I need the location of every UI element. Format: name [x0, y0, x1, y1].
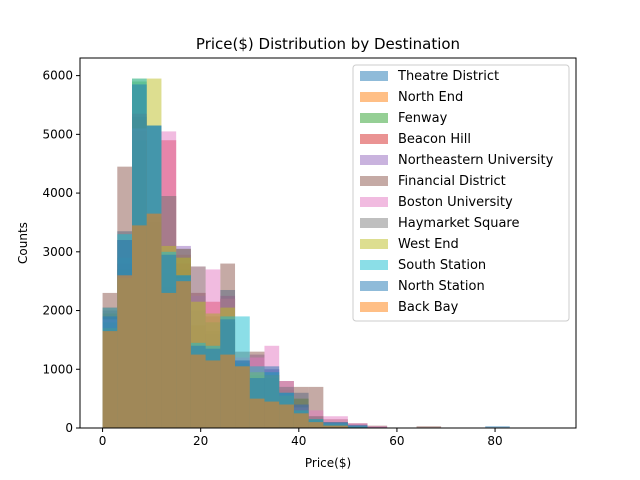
legend-label: Financial District	[398, 174, 506, 189]
histogram-bar	[102, 331, 118, 428]
legend-label: North End	[398, 90, 463, 105]
histogram-bar	[161, 292, 177, 428]
legend: Theatre District North End Fenway Beacon Hi…	[352, 64, 570, 322]
legend-label: South Station	[398, 258, 486, 273]
histogram-bar	[264, 401, 280, 428]
legend-swatch	[360, 197, 388, 207]
histogram-bar	[279, 404, 294, 428]
histogram-bar	[117, 275, 133, 428]
legend-swatch	[360, 218, 388, 228]
plot-frame	[79, 57, 577, 429]
legend-swatch	[360, 281, 388, 291]
legend-box	[352, 64, 570, 322]
legend-label: Boston University	[398, 195, 513, 210]
histogram-bar	[220, 354, 236, 428]
histogram-bar	[190, 354, 206, 428]
y-axis-ticks: 0 1000 2000 3000 4000 5000 6000	[42, 69, 80, 435]
y-tick-label: 5000	[42, 127, 73, 141]
y-tick-label: 1000	[42, 362, 73, 376]
histogram-bar	[416, 426, 442, 428]
histogram-bar	[323, 425, 348, 428]
legend-label: Beacon Hill	[398, 132, 471, 147]
y-tick-label: 4000	[42, 186, 73, 200]
histogram-bar	[176, 281, 191, 428]
histogram-bar	[205, 360, 221, 428]
histogram-bar	[485, 426, 510, 428]
histogram-bar	[347, 425, 368, 428]
legend-swatch	[360, 92, 388, 102]
y-tick-label: 2000	[42, 304, 73, 318]
y-tick-label: 3000	[42, 245, 73, 259]
y-tick-label: 6000	[42, 69, 73, 83]
legend-label: Back Bay	[398, 300, 459, 315]
legend-swatch	[360, 176, 388, 186]
legend-swatch	[360, 71, 388, 81]
x-tick-label: 60	[389, 434, 404, 448]
legend-label: North Station	[398, 279, 485, 294]
legend-swatch	[360, 302, 388, 312]
histogram-bar	[146, 213, 162, 428]
legend-label: West End	[398, 237, 459, 252]
histogram-bar	[308, 422, 324, 428]
x-tick-label: 0	[99, 434, 107, 448]
legend-label: Theatre District	[397, 69, 499, 84]
chart-title: Price($) Distribution by Destination	[196, 35, 460, 53]
legend-swatch	[360, 155, 388, 165]
legend-label: Fenway	[398, 111, 448, 126]
x-axis-ticks: 0 20 40 60 80	[99, 428, 503, 448]
legend-swatch	[360, 113, 388, 123]
legend-swatch	[360, 134, 388, 144]
x-tick-label: 40	[291, 434, 306, 448]
histogram-bars	[102, 78, 510, 429]
x-tick-label: 80	[487, 434, 502, 448]
y-axis-label: Counts	[16, 222, 30, 264]
legend-label: Northeastern University	[398, 153, 554, 168]
legend-label: Haymarket Square	[398, 216, 519, 231]
histogram-bar	[367, 426, 388, 428]
histogram-bar	[235, 366, 250, 428]
histogram-bar	[323, 416, 348, 428]
y-tick-label: 0	[65, 421, 73, 435]
histogram-bar	[249, 398, 265, 428]
histogram-bar	[132, 225, 147, 428]
legend-swatch	[360, 260, 388, 270]
x-axis-label: Price($)	[305, 456, 351, 470]
legend-swatch	[360, 239, 388, 249]
histogram-bar	[323, 422, 348, 428]
x-tick-label: 20	[193, 434, 208, 448]
histogram-bar	[293, 413, 309, 428]
